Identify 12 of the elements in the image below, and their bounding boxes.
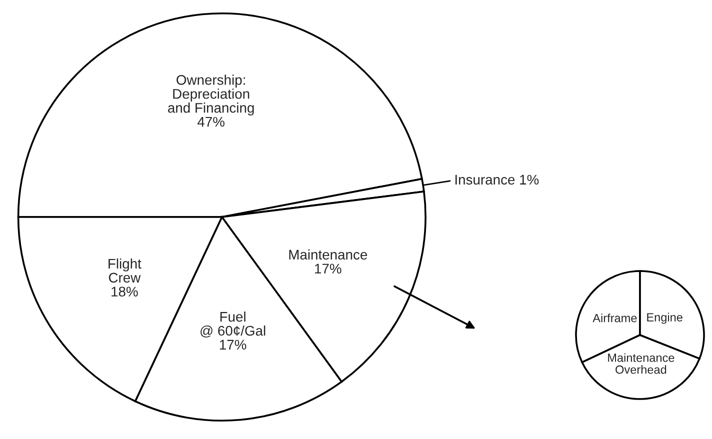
slice-label: Maintenance — [289, 249, 368, 260]
data-label: 17% — [220, 340, 246, 350]
data-label: 47% — [197, 116, 224, 127]
slice-label: Fuel @ 60¢/Gal — [200, 312, 266, 338]
data-label: 18% — [112, 286, 138, 297]
slice-label: Airframe — [592, 314, 637, 322]
slice-label: Engine — [647, 312, 682, 324]
slice-label: Ownership: Depreciation and Financing — [168, 74, 254, 116]
slice-label: Maintenance Overhead — [608, 353, 674, 374]
data-label: 17% — [315, 264, 342, 274]
slice-label: Flight Crew — [108, 258, 142, 283]
slice-label: Insurance 1% — [455, 174, 539, 185]
